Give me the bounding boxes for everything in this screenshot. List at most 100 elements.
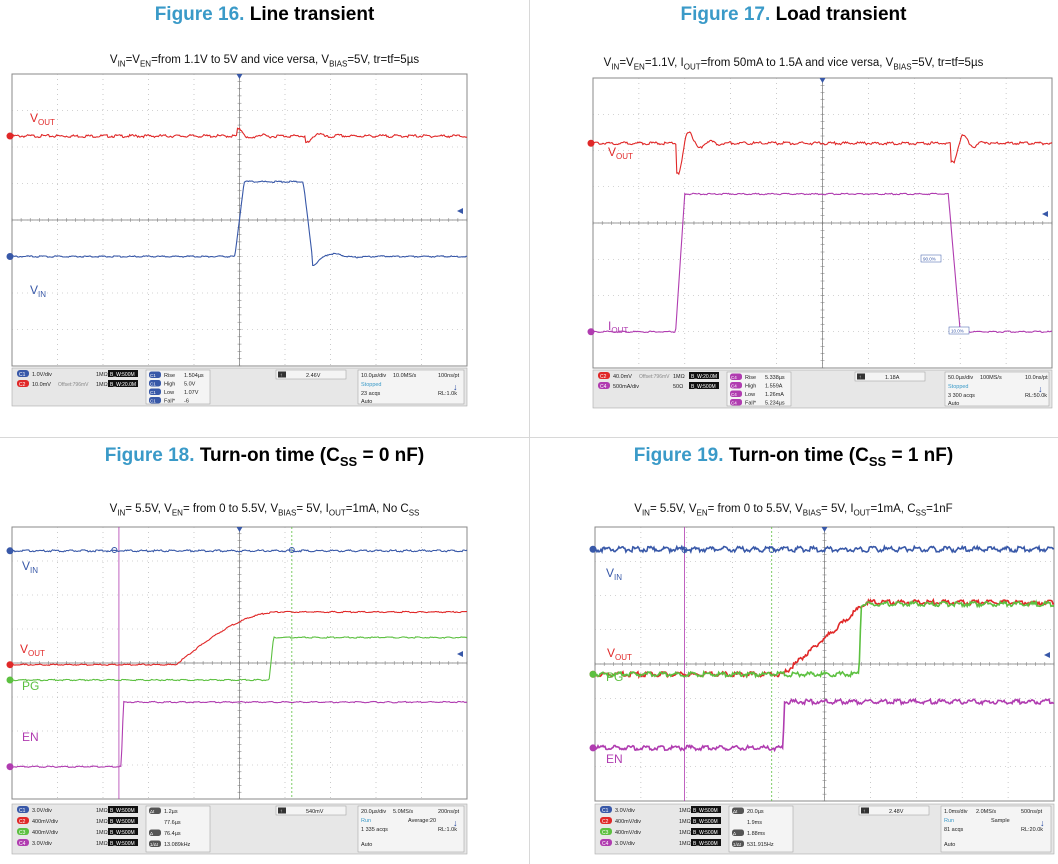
figure-17-conditions: VIN=VEN=1.1V, IOUT=from 50mA to 1.5A and… bbox=[603, 57, 984, 72]
channel-marker-vout bbox=[587, 139, 595, 147]
label-pg-main: PG bbox=[22, 679, 39, 693]
trigger-level-marker bbox=[1042, 211, 1048, 217]
channel-marker-pg bbox=[6, 676, 14, 684]
label-vin-sub: IN bbox=[38, 290, 46, 299]
channel-bandwidth: B_W:20.0M bbox=[110, 382, 136, 388]
channel-badge bbox=[600, 839, 612, 846]
figure-16-number: Figure 16. bbox=[154, 4, 245, 25]
measurement-tag bbox=[149, 829, 161, 836]
trace-vin bbox=[594, 544, 1055, 555]
measurement-tag-label: C1 bbox=[150, 399, 156, 404]
timebase-res: 500ns/pt bbox=[1021, 809, 1043, 815]
label-pg: PG bbox=[22, 679, 39, 693]
measurement-value: 1.26mA bbox=[765, 392, 784, 398]
measurement-tag-label: C4 bbox=[731, 392, 737, 397]
timebase-state: Run bbox=[361, 818, 371, 824]
label-pg: PG bbox=[606, 670, 623, 684]
timebase-res: 200ns/pt bbox=[438, 809, 460, 815]
trace-vout bbox=[11, 610, 467, 667]
channel-scale: 10.0mV bbox=[32, 382, 51, 388]
measurement-tag bbox=[149, 371, 161, 378]
channel-scale: 400mV/div bbox=[32, 830, 58, 836]
horizontal-divider bbox=[0, 437, 1058, 438]
channel-bandwidth: B_W:500M bbox=[110, 830, 135, 836]
label-iout-main: I bbox=[608, 319, 611, 333]
trigger-icon-glyph: ↑ bbox=[280, 809, 283, 815]
bandwidth-box bbox=[691, 806, 721, 813]
run-arrow-icon: ↓ bbox=[1040, 818, 1045, 828]
timebase-acq-mode: Average:20 bbox=[408, 818, 436, 824]
timebase-acqs: 1 335 acqs bbox=[361, 827, 388, 833]
figure-19-title-sub: SS bbox=[868, 453, 887, 469]
timebase-mode: Auto bbox=[361, 399, 372, 405]
measurement-value: 77.6µs bbox=[164, 820, 181, 826]
channel-badge-label: C2 bbox=[19, 819, 26, 825]
timebase-state: Stopped bbox=[361, 382, 382, 388]
label-vout: VOUT bbox=[30, 111, 55, 127]
timebase-res: 100ns/pt bbox=[438, 373, 460, 379]
channel-marker-iout bbox=[587, 328, 595, 336]
trigger-level: 2.48V bbox=[889, 809, 904, 815]
bandwidth-box bbox=[108, 380, 138, 387]
measurement-tag-label: Δt bbox=[150, 809, 155, 814]
measurement-tag-label: Δ bbox=[733, 831, 736, 836]
channel-badge-label: C2 bbox=[19, 382, 26, 388]
channel-badge-label: C1 bbox=[19, 372, 26, 378]
channel-marker-vout bbox=[6, 661, 14, 669]
trigger-level: 540mV bbox=[306, 809, 324, 815]
bandwidth-box bbox=[108, 839, 138, 846]
trace-en bbox=[12, 700, 468, 769]
measurement-tag bbox=[149, 840, 161, 847]
measurement-label: Low bbox=[164, 390, 174, 396]
channel-impedance: 1MΩ bbox=[679, 808, 691, 814]
trigger-level-marker bbox=[457, 208, 463, 214]
channel-marker-en bbox=[589, 744, 597, 752]
label-vout-sub: OUT bbox=[28, 649, 45, 658]
channel-badge bbox=[17, 817, 29, 824]
measurement-label: Low bbox=[745, 392, 755, 398]
measurement-value: 1.07V bbox=[184, 390, 199, 396]
channel-badge bbox=[598, 372, 610, 379]
trigger-box bbox=[275, 805, 347, 816]
trigger-level-marker bbox=[1044, 652, 1050, 658]
label-en-main: EN bbox=[22, 730, 39, 744]
figure-17-scope: C2 40.0mV Offset:796mV 1MΩ B_W:20.0M C4 500mA/… bbox=[587, 77, 1053, 409]
channel-bandwidth: B_W:500M bbox=[693, 808, 718, 814]
channel-badge bbox=[600, 806, 612, 813]
channel-badge-label: C1 bbox=[19, 808, 26, 814]
channel-badge bbox=[17, 839, 29, 846]
label-vin-main: V bbox=[606, 566, 614, 580]
measurement-value: 1.9ms bbox=[747, 820, 762, 826]
channel-impedance: 1MΩ bbox=[96, 841, 108, 847]
timebase-box bbox=[940, 805, 1052, 853]
channel-scale: 400mV/div bbox=[32, 819, 58, 825]
channel-badge bbox=[17, 828, 29, 835]
trace-pg bbox=[12, 636, 468, 682]
timebase-rate: 2.0MS/s bbox=[976, 809, 996, 815]
label-vin-sub: IN bbox=[30, 566, 38, 575]
figure-19-title-end: = 1 nF) bbox=[886, 445, 954, 466]
channel-marker-pg bbox=[589, 670, 597, 678]
label-iout: IOUT bbox=[608, 319, 628, 335]
timebase-state: Run bbox=[944, 818, 954, 824]
timebase-rl: RL:20.0k bbox=[1021, 827, 1043, 833]
timebase-mode: Auto bbox=[948, 401, 959, 407]
bandwidth-box bbox=[691, 828, 721, 835]
measurement-tag bbox=[730, 390, 742, 397]
trigger-icon bbox=[861, 807, 869, 814]
label-pg-main: PG bbox=[606, 670, 623, 684]
run-arrow-icon: ↓ bbox=[453, 818, 458, 828]
measurement-tag bbox=[149, 807, 161, 814]
label-vout: VOUT bbox=[608, 145, 633, 161]
figure-18-conditions: VIN= 5.5V, VEN= from 0 to 5.5V, VBIAS= 5… bbox=[109, 503, 420, 518]
label-vout-main: V bbox=[30, 111, 38, 125]
measurement-tag-label: C4 bbox=[731, 375, 737, 380]
timebase-rl: RL:1.0k bbox=[438, 827, 457, 833]
measurement-value: 5.338µs bbox=[765, 375, 785, 381]
figure-19-conditions: VIN= 5.5V, VEN= from 0 to 5.5V, VBIAS= 5… bbox=[634, 503, 953, 518]
measurement-value: 1.504µs bbox=[184, 373, 204, 379]
channel-scale: 3.0V/div bbox=[32, 841, 52, 847]
figure-19-title: Figure 19. Turn-on time (CSS = 1 nF) bbox=[529, 445, 1058, 469]
channel-impedance: 1MΩ bbox=[679, 830, 691, 836]
